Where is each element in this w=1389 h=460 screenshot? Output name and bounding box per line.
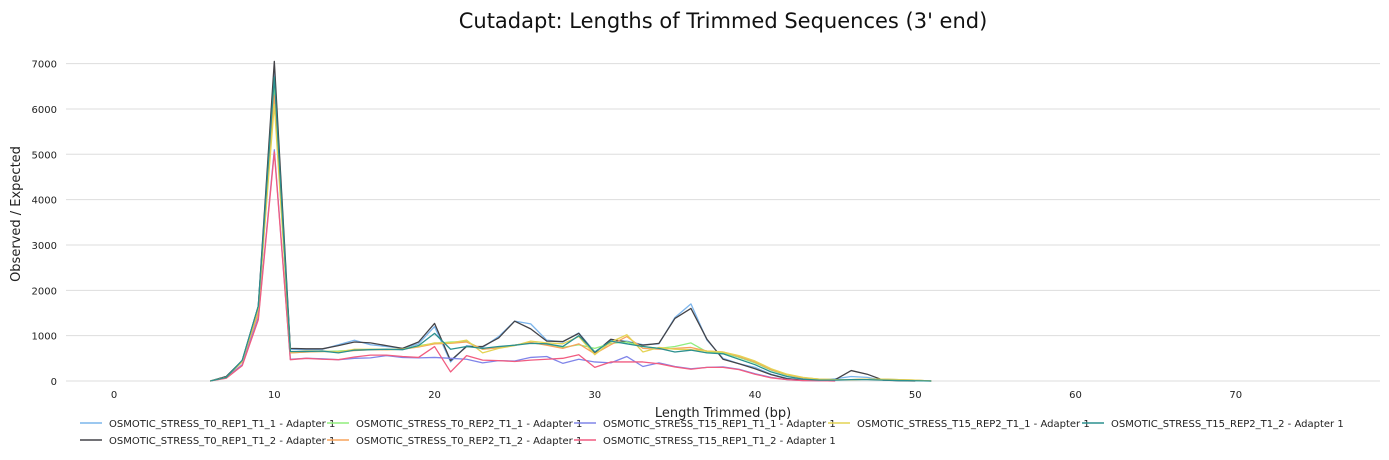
series-line-6[interactable]: [210, 103, 932, 382]
legend: OSMOTIC_STRESS_T0_REP1_T1_1 - Adapter 1 O…: [80, 419, 1344, 447]
y-tick-label: 5000: [32, 150, 57, 161]
x-tick-label: 10: [268, 390, 281, 401]
y-tick-label: 1000: [32, 332, 57, 343]
x-tick-label: 50: [909, 390, 922, 401]
x-tick-label: 0: [111, 390, 117, 401]
y-tick-label: 2000: [32, 286, 57, 297]
legend-item[interactable]: OSMOTIC_STRESS_T0_REP1_T1_2 - Adapter 1: [80, 436, 335, 447]
x-tick-label: 30: [588, 390, 601, 401]
legend-label: OSMOTIC_STRESS_T0_REP1_T1_2 - Adapter 1: [109, 436, 335, 447]
y-tick-label: 0: [51, 377, 57, 388]
series-line-5[interactable]: [210, 151, 836, 382]
y-axis-ticks: 0 1000 2000 3000 4000 5000 6000 7000: [32, 60, 57, 388]
x-tick-label: 40: [749, 390, 762, 401]
series-line-0[interactable]: [210, 67, 932, 382]
x-tick-label: 20: [428, 390, 441, 401]
legend-label: OSMOTIC_STRESS_T15_REP2_T1_2 - Adapter 1: [1111, 419, 1344, 430]
y-axis-title: Observed / Expected: [9, 146, 24, 282]
legend-item[interactable]: OSMOTIC_STRESS_T15_REP1_T1_2 - Adapter 1: [574, 436, 836, 447]
chart-title: Cutadapt: Lengths of Trimmed Sequences (…: [459, 9, 988, 33]
legend-label: OSMOTIC_STRESS_T0_REP1_T1_1 - Adapter 1: [109, 419, 335, 430]
x-tick-label: 70: [1229, 390, 1242, 401]
y-tick-label: 3000: [32, 241, 57, 252]
legend-item[interactable]: OSMOTIC_STRESS_T15_REP1_T1_1 - Adapter 1: [574, 419, 836, 430]
grid: [66, 63, 1380, 382]
legend-label: OSMOTIC_STRESS_T0_REP2_T1_1 - Adapter 1: [356, 419, 582, 430]
legend-label: OSMOTIC_STRESS_T0_REP2_T1_2 - Adapter 1: [356, 436, 582, 447]
legend-item[interactable]: OSMOTIC_STRESS_T0_REP2_T1_1 - Adapter 1: [327, 419, 582, 430]
y-tick-label: 7000: [32, 60, 57, 71]
y-tick-label: 4000: [32, 196, 57, 207]
x-axis-title: Length Trimmed (bp): [655, 406, 791, 421]
legend-item[interactable]: OSMOTIC_STRESS_T15_REP2_T1_2 - Adapter 1: [1082, 419, 1344, 430]
x-tick-label: 60: [1069, 390, 1082, 401]
y-tick-label: 6000: [32, 105, 57, 116]
x-axis-ticks: 0 10 20 30 40 50 60 70: [111, 390, 1242, 401]
legend-label: OSMOTIC_STRESS_T15_REP1_T1_2 - Adapter 1: [603, 436, 836, 447]
legend-label: OSMOTIC_STRESS_T15_REP1_T1_1 - Adapter 1: [603, 419, 836, 430]
legend-item[interactable]: OSMOTIC_STRESS_T15_REP2_T1_1 - Adapter 1: [828, 419, 1090, 430]
legend-label: OSMOTIC_STRESS_T15_REP2_T1_1 - Adapter 1: [857, 419, 1090, 430]
legend-item[interactable]: OSMOTIC_STRESS_T0_REP2_T1_2 - Adapter 1: [327, 436, 582, 447]
series-line-7[interactable]: [210, 76, 932, 382]
series-lines: [210, 60, 932, 382]
legend-item[interactable]: OSMOTIC_STRESS_T0_REP1_T1_1 - Adapter 1: [80, 419, 335, 430]
series-line-4[interactable]: [210, 149, 836, 382]
